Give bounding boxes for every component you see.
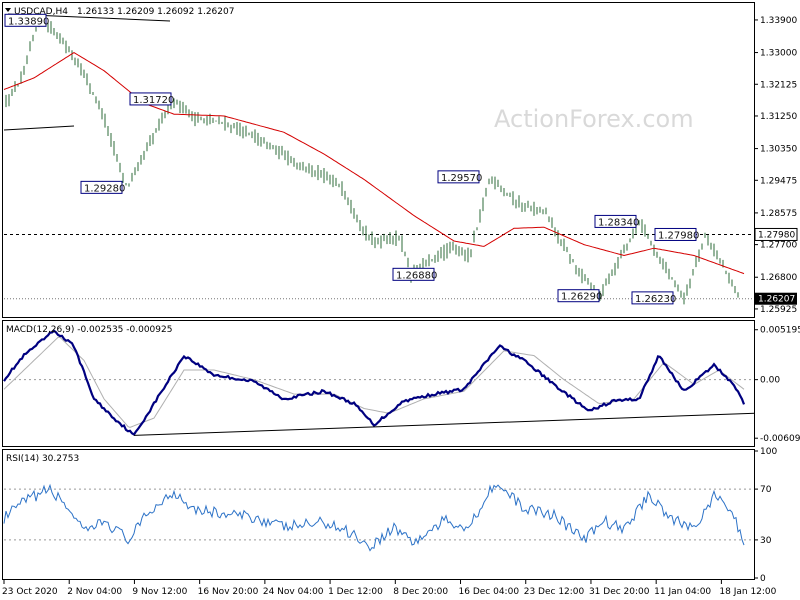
price-annotation-box: [557, 289, 600, 303]
reference-price-box: [754, 227, 798, 241]
reference-price-label: 1.27980: [758, 230, 795, 240]
time-tick-label: 24 Nov 04:00: [263, 587, 324, 597]
time-tick-label: 9 Nov 12:00: [132, 587, 187, 597]
rsi-line: [3, 483, 745, 552]
time-tick-label: 23 Oct 2020: [2, 587, 58, 597]
price-annotation-box: [392, 267, 435, 281]
time-tick-label: 23 Dec 12:00: [524, 587, 585, 597]
macd-header: MACD(12,26,9) -0.002535 -0.000925: [6, 325, 172, 335]
price-annotation-box: [129, 92, 172, 106]
macd-tick-label: 0.00: [760, 376, 780, 386]
macd-panel: [2, 320, 755, 447]
time-tick-label: 18 Jan 12:00: [719, 587, 776, 597]
symbol-label: USDCAD,H4: [14, 7, 68, 17]
rsi-header: RSI(14) 30.2753: [6, 454, 79, 464]
price-annotation: 1.26290: [561, 292, 602, 303]
macd-tick-label: -0.006093: [760, 434, 800, 444]
price-tick-label: 1.29475: [760, 176, 797, 186]
moving-average-line: [3, 52, 745, 275]
rsi-axis: 100 70 30 0: [754, 447, 777, 584]
time-tick-label: 16 Dec 04:00: [459, 587, 520, 597]
ohlc-values: 1.26133 1.26209 1.26092 1.26207: [77, 7, 234, 17]
price-annotation: 1.33890: [8, 16, 49, 27]
rsi-panel: [2, 449, 755, 580]
watermark: ActionForex.com: [494, 105, 694, 133]
price-annotation-box: [631, 291, 674, 305]
price-labels: 1.33890 1.31720 1.29280 1.29570 1.26880 1.283…: [4, 13, 699, 305]
price-annotation-box: [4, 13, 47, 27]
trendline-lower: [3, 125, 75, 131]
dropdown-arrow-icon[interactable]: [5, 8, 11, 12]
macd-trendline: [133, 412, 756, 436]
rsi-tick-label: 100: [760, 447, 777, 457]
price-annotation-box: [654, 227, 697, 241]
price-annotation: 1.26880: [396, 270, 437, 281]
macd-axis: 0.005195 0.00 -0.006093: [4, 326, 800, 444]
price-annotation: 1.27980: [658, 230, 699, 241]
current-price-box: [755, 292, 797, 305]
macd-tick-label: 0.005195: [760, 326, 800, 336]
price-annotation: 1.29280: [84, 183, 125, 194]
price-panel: [2, 2, 755, 318]
time-axis: 23 Oct 2020 2 Nov 04:00 9 Nov 12:00 16 Nov …: [2, 580, 777, 597]
time-tick-label: 31 Dec 20:00: [589, 587, 650, 597]
price-guides: 1.27980 1.26207: [3, 13, 798, 305]
price-annotation: 1.28340: [598, 217, 639, 228]
rsi-tick-label: 70: [760, 485, 772, 495]
current-price-label: 1.26207: [758, 295, 795, 305]
time-tick-label: 2 Nov 04:00: [67, 587, 122, 597]
price-tick-label: 1.27700: [760, 241, 797, 251]
price-tick-label: 1.33000: [760, 49, 797, 59]
price-annotation-box: [594, 214, 637, 228]
time-tick-label: 1 Dec 12:00: [328, 587, 383, 597]
price-tick-label: 1.31250: [760, 112, 797, 122]
candles: [5, 12, 739, 305]
price-annotation: 1.29570: [441, 173, 482, 184]
time-tick-label: 11 Jan 04:00: [654, 587, 711, 597]
price-tick-label: 1.25925: [760, 305, 797, 315]
price-tick-label: 1.33900: [760, 16, 797, 26]
price-annotation-box: [437, 170, 480, 184]
price-tick-label: 1.28575: [760, 209, 797, 219]
price-axis: 1.33900 1.33000 1.32125 1.31250 1.30350 1.294…: [754, 16, 797, 315]
rsi-tick-label: 30: [760, 536, 772, 546]
price-annotation-box: [80, 180, 123, 194]
price-tick-label: 1.30350: [760, 145, 797, 155]
price-tick-label: 1.26800: [760, 273, 797, 283]
rsi-tick-label: 0: [760, 574, 766, 584]
time-tick-label: 16 Nov 20:00: [198, 587, 259, 597]
time-tick-label: 8 Dec 20:00: [393, 587, 448, 597]
macd-line: [3, 329, 746, 436]
price-annotation: 1.26230: [635, 294, 676, 305]
price-annotation: 1.31720: [133, 95, 174, 106]
price-tick-label: 1.32125: [760, 80, 797, 90]
